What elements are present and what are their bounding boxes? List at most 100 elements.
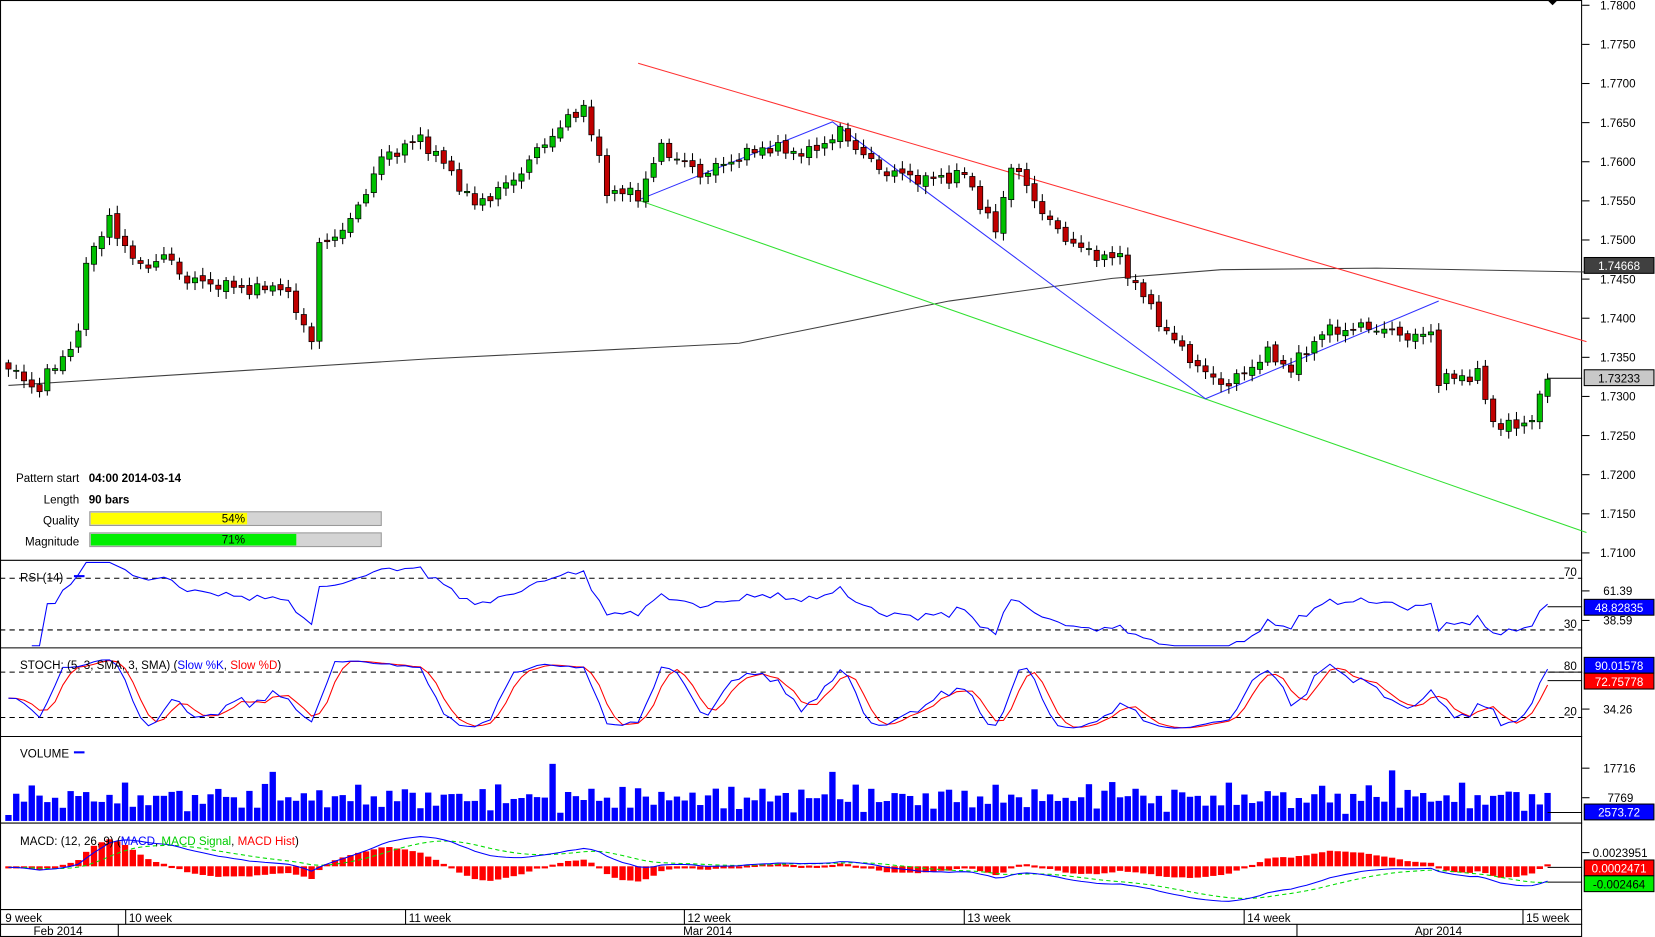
macd-hist-bar [922,866,929,873]
volume-bar [922,793,929,821]
candle-down [324,239,331,243]
macd-hist-bar [953,866,960,869]
price-tick-label: 1.7600 [1600,156,1636,169]
candle-up [363,194,370,204]
candle-up [1233,373,1240,385]
volume-bar [518,798,525,821]
macd-hist-bar [1381,856,1388,867]
macd-hist-bar [1458,866,1466,873]
macd-hist-bar [1186,866,1194,878]
candle-up [821,143,828,149]
macd-hist-bar [1373,855,1380,867]
volume-bar [230,797,238,821]
candle-down [1171,332,1178,341]
quality-bar-fill [90,512,248,525]
volume-bar [1210,795,1217,821]
volume-bar [875,802,883,821]
candle-down [1109,252,1116,259]
volume-bar [401,789,409,821]
macd-hist-bar [619,866,626,881]
candle-up [1008,167,1015,201]
candle-down [977,186,984,210]
macd-value-badge [1583,875,1655,893]
volume-bar [642,796,650,821]
macd-hist-bar [463,866,471,876]
volume-bar [1039,801,1046,821]
candle-up [743,147,750,161]
candle-up [339,229,346,239]
volume-bar [479,789,486,821]
macd-hist-bar [1451,866,1458,873]
macd-hist-bar [456,866,463,873]
macd-hist-bar [308,866,315,880]
macd-hist-bar [1466,866,1474,873]
candle-down [1039,201,1046,215]
volume-bar [899,793,906,821]
candle-down [992,211,999,233]
macd-hist-bar [362,851,370,867]
volume-bar [1388,770,1396,821]
stoch-tick: 34.26 [1603,703,1632,716]
candle-up [922,175,929,187]
stoch-d-badge [1583,672,1655,690]
volume-bar [541,797,548,821]
candle-down [984,206,991,214]
volume-bar [751,800,758,821]
macd-hist-bar [860,866,867,869]
volume-bar [137,795,144,821]
macd-hist-bar [961,866,968,869]
candle-up [83,262,90,330]
volume-bar [813,798,821,821]
macd-hist-bar [868,866,875,869]
volume-bar [844,801,852,821]
volume-bar [184,811,191,821]
volume-bar [269,771,276,821]
volume-bar [1342,813,1349,821]
candle-down [588,106,595,136]
volume-bar [199,803,206,821]
volume-bar [1264,791,1271,821]
candle-down [471,193,478,206]
macd-hist-bar [277,866,284,874]
candle-down [619,188,626,195]
macd-hist-bar [976,866,984,872]
candle-down [1497,423,1504,430]
volume-bar [969,807,976,821]
volume-tick-high: 17716 [1603,762,1635,775]
macd-hist-bar [479,866,486,881]
macd-hist-bar [813,865,821,868]
stoch-level-80: 80 [1564,660,1577,673]
rsi-tick-high: 61.39 [1603,585,1632,598]
candle-down [425,136,432,154]
macd-hist-bar [1420,862,1427,867]
macd-hist-bar [891,866,898,873]
candle-down [689,160,696,168]
candle-up [1117,253,1124,258]
scroll-marker-icon[interactable] [1547,0,1558,6]
volume-bar [1505,791,1512,821]
candle-down [876,159,883,170]
macd-hist-bar [1163,866,1170,877]
macd-hist-bar [1280,857,1287,867]
macd-hist-bar [798,865,805,868]
price-tick-label: 1.7650 [1600,117,1636,130]
macd-hist-bar [98,842,105,867]
volume-bar [67,791,74,821]
macd-hist-bar [852,865,859,868]
macd-hist-bar [1249,864,1256,868]
volume-bar [557,812,564,821]
volume-bar [1381,801,1388,821]
candle-up [829,139,836,144]
volume-bar [549,763,556,821]
candle-down [1396,326,1403,336]
candle-down [1389,328,1396,331]
time-axis: 9 week 10 week 11 week 12 week 13 week 14 wee… [5,909,1570,937]
volume-bar [945,789,953,821]
price-tick-label: 1.7300 [1600,391,1636,404]
candle-up [59,356,66,372]
volume-bar [75,796,82,821]
volume-bar [1272,795,1279,821]
volume-bar [440,794,447,821]
volume-bar [883,801,891,821]
volume-bar [300,793,308,821]
